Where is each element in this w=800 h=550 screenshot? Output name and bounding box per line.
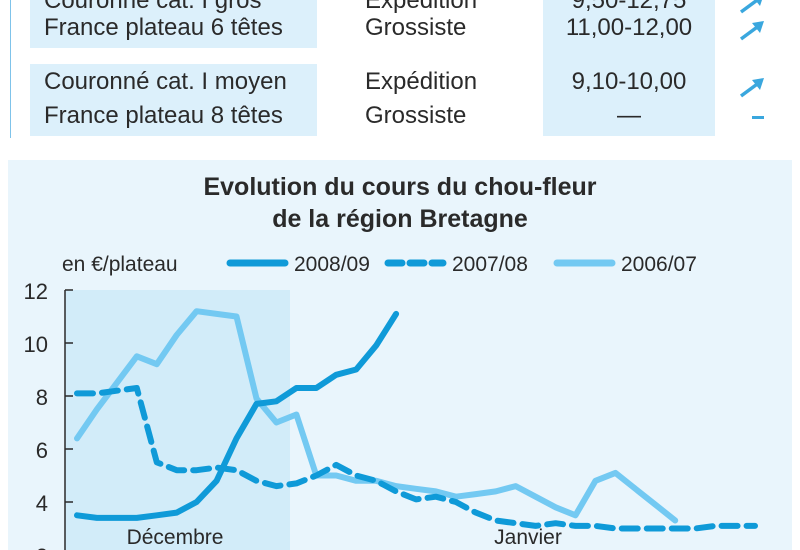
product-cell: Couronné cat. I moyen — [44, 68, 287, 95]
arrow-up-right-icon — [739, 21, 764, 41]
plot-area-january-band — [290, 290, 765, 550]
legend-label: 2006/07 — [621, 253, 697, 276]
legend-label: 2007/08 — [452, 253, 528, 276]
row-group-2-bg — [30, 64, 317, 136]
price-cell: — — [617, 102, 641, 129]
stage-cell: Expédition — [365, 68, 478, 95]
arrow-up-right-icon — [739, 0, 762, 14]
y-tick-label: 6 — [36, 438, 48, 463]
product-cell: France plateau 6 têtes — [44, 14, 283, 41]
y-tick-label: 12 — [24, 279, 48, 304]
dash-icon — [752, 116, 764, 119]
legend-label: 2008/09 — [294, 253, 370, 276]
price-table: Couronné cat. I gros Expédition 9,50-12,… — [0, 0, 800, 140]
product-cell: Couronné cat. I gros — [44, 0, 262, 14]
product-cell: France plateau 8 têtes — [44, 102, 283, 129]
stage-cell: Grossiste — [365, 14, 467, 41]
price-column-bg — [543, 0, 715, 136]
price-cell: 11,00-12,00 — [565, 14, 693, 41]
x-month-label: Janvier — [494, 526, 562, 549]
chart-title-line-2: de la région Bretagne — [272, 205, 528, 233]
series-line — [74, 385, 758, 532]
series-line — [74, 310, 400, 521]
series-line — [74, 308, 679, 524]
price-cell: 9,50-12,75 — [571, 0, 687, 14]
x-month-label: Décembre — [127, 526, 224, 549]
y-tick-label: 2 — [36, 544, 48, 550]
table-left-border — [10, 0, 11, 138]
y-tick-label: 10 — [24, 332, 48, 357]
y-tick-label: 8 — [36, 385, 48, 410]
chart-title-line-1: Evolution du cours du chou-fleur — [203, 173, 597, 201]
arrow-up-right-icon — [739, 78, 764, 98]
price-cell: 9,10-10,00 — [571, 68, 687, 95]
y-axis-label: en €/plateau — [62, 253, 178, 276]
stage-cell: Expédition — [365, 0, 478, 14]
stage-cell: Grossiste — [365, 102, 467, 129]
row-group-1-bg — [30, 0, 317, 48]
y-tick-label: 4 — [36, 491, 48, 516]
